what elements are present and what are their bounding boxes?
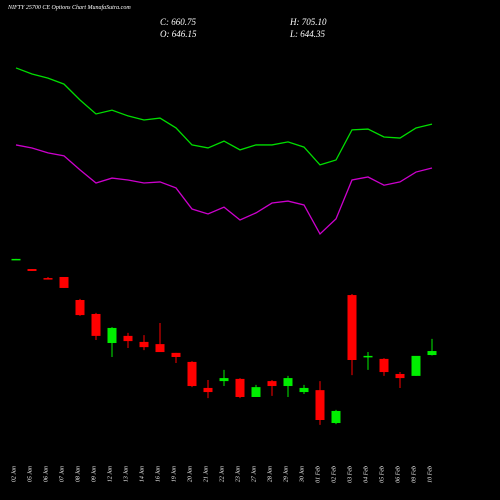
x-tick-label: 06 Feb <box>395 466 401 483</box>
x-tick-label: 08 Jan <box>75 466 81 482</box>
candle-body <box>203 387 213 393</box>
candle-body <box>347 295 357 360</box>
indicator-line <box>15 67 433 166</box>
x-tick-label: 27 Jan <box>251 466 257 482</box>
x-tick-label: 21 Jan <box>203 466 209 482</box>
x-tick-label: 19 Jan <box>171 466 177 482</box>
candle-body <box>411 355 421 376</box>
x-tick-label: 09 Feb <box>411 466 417 483</box>
x-tick-label: 02 Jan <box>11 466 17 482</box>
x-tick-label: 12 Jan <box>107 466 113 482</box>
x-tick-label: 28 Jan <box>267 466 273 482</box>
x-tick-label: 20 Jan <box>187 466 193 482</box>
candle-body <box>299 387 309 393</box>
candle-body <box>59 276 69 288</box>
close-label: C: 660.75 <box>160 17 197 27</box>
x-tick-label: 03 Feb <box>347 466 353 483</box>
x-tick-label: 07 Jan <box>59 466 65 482</box>
x-tick-label: 16 Jan <box>155 466 161 482</box>
candle-body <box>379 358 389 373</box>
open-label: O: 646.15 <box>160 29 197 39</box>
candle-body <box>235 378 245 397</box>
x-tick-label: 05 Jan <box>27 466 33 482</box>
candle-body <box>427 351 437 356</box>
candle-body <box>75 300 85 316</box>
candle-body <box>43 278 53 280</box>
x-tick-label: 01 Feb <box>315 466 321 483</box>
x-tick-label: 22 Jan <box>219 466 225 482</box>
x-tick-label: 23 Jan <box>235 466 241 482</box>
candle-body <box>91 313 101 336</box>
candle-body <box>107 327 117 344</box>
x-tick-label: 04 Feb <box>362 466 369 483</box>
x-tick-label: 02 Feb <box>331 466 337 483</box>
candle-body <box>395 373 405 379</box>
candle-body <box>315 390 325 420</box>
x-tick-label: 10 Feb <box>427 466 433 483</box>
x-tick-label: 09 Jan <box>91 466 97 482</box>
chart-title: NIFTY 25700 CE Options Chart MunafaSutra… <box>7 4 131 11</box>
candle-body <box>267 381 277 387</box>
x-tick-label: 05 Feb <box>379 466 385 483</box>
candle-body <box>219 378 229 382</box>
x-tick-label: 14 Jan <box>138 466 145 482</box>
candle-body <box>251 387 261 397</box>
candle-body <box>27 269 37 271</box>
x-tick-label: 06 Jan <box>43 466 49 482</box>
x-tick-label: 30 Jan <box>299 466 305 483</box>
candle-body <box>11 258 21 261</box>
x-tick-label: 29 Jan <box>283 466 289 482</box>
candle-body <box>187 361 197 387</box>
high-label: H: 705.10 <box>289 17 327 27</box>
x-tick-label: 13 Jan <box>123 466 129 482</box>
low-label: L: 644.35 <box>289 29 326 39</box>
candle-body <box>171 352 181 357</box>
candle-body <box>363 355 373 358</box>
indicator-line <box>15 144 433 236</box>
candle-body <box>331 410 341 424</box>
candle-body <box>283 378 293 387</box>
candle-body <box>155 344 165 353</box>
candle-body <box>139 341 149 348</box>
candle-body <box>123 335 133 342</box>
